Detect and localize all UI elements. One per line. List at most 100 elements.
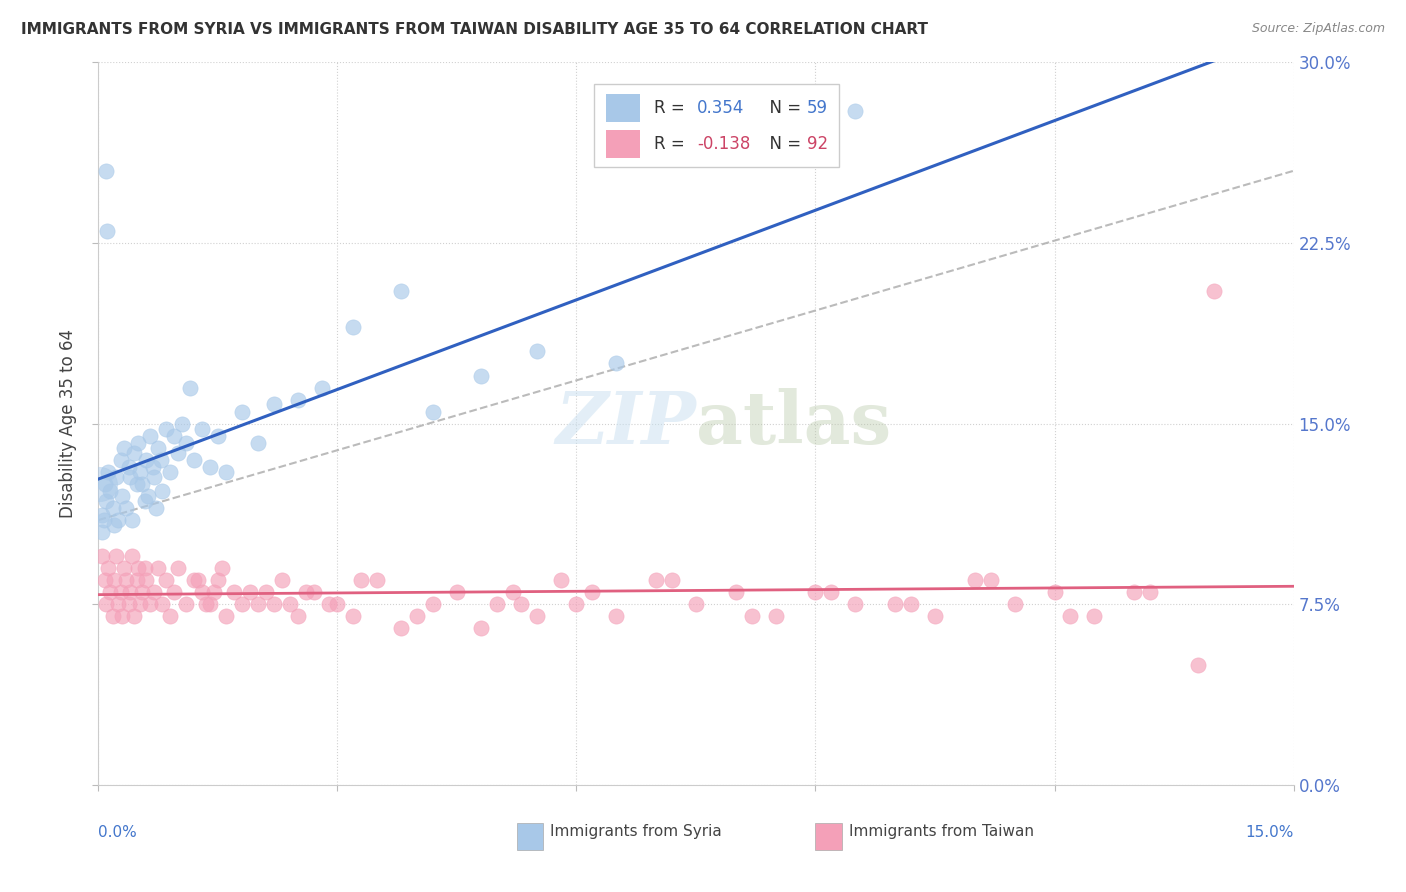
- Point: [118, 598, 141, 612]
- Point: [446, 585, 468, 599]
- Point: [89, 476, 111, 491]
- Point: [112, 441, 135, 455]
- Text: 92: 92: [807, 135, 828, 153]
- Text: Source: ZipAtlas.com: Source: ZipAtlas.com: [1251, 22, 1385, 36]
- Point: [318, 598, 340, 612]
- Point: [94, 573, 117, 587]
- Point: [222, 585, 245, 599]
- Point: [97, 465, 120, 479]
- Point: [103, 573, 125, 587]
- Point: [581, 585, 603, 599]
- Point: [125, 476, 148, 491]
- Point: [287, 609, 309, 624]
- Bar: [517, 822, 543, 850]
- Point: [263, 598, 285, 612]
- Point: [924, 609, 946, 624]
- Point: [350, 573, 373, 587]
- Point: [741, 609, 763, 624]
- Point: [195, 598, 218, 612]
- Point: [97, 561, 120, 575]
- Point: [125, 573, 148, 587]
- Point: [685, 598, 707, 612]
- Point: [155, 573, 177, 587]
- Text: Immigrants from Syria: Immigrants from Syria: [550, 824, 721, 839]
- Y-axis label: Disability Age 35 to 64: Disability Age 35 to 64: [59, 329, 77, 518]
- Text: IMMIGRANTS FROM SYRIA VS IMMIGRANTS FROM TAIWAN DISABILITY AGE 35 TO 64 CORRELAT: IMMIGRANTS FROM SYRIA VS IMMIGRANTS FROM…: [21, 22, 928, 37]
- Point: [509, 598, 531, 612]
- Text: atlas: atlas: [696, 388, 891, 459]
- Point: [134, 561, 156, 575]
- Point: [963, 573, 986, 587]
- Point: [96, 598, 118, 612]
- Point: [605, 356, 627, 371]
- Point: [110, 453, 132, 467]
- Point: [724, 585, 747, 599]
- Point: [1043, 585, 1066, 599]
- Point: [326, 598, 349, 612]
- Point: [112, 561, 135, 575]
- Point: [526, 609, 548, 624]
- Point: [120, 585, 142, 599]
- Point: [302, 585, 325, 599]
- Point: [110, 585, 132, 599]
- Point: [148, 441, 170, 455]
- Point: [804, 585, 827, 599]
- Point: [94, 164, 117, 178]
- Point: [311, 380, 333, 394]
- Point: [211, 561, 233, 575]
- Point: [342, 609, 364, 624]
- Point: [231, 405, 253, 419]
- Point: [150, 598, 173, 612]
- Point: [142, 460, 165, 475]
- Point: [1123, 585, 1146, 599]
- Point: [98, 484, 122, 499]
- Point: [389, 621, 412, 635]
- Point: [98, 585, 122, 599]
- Bar: [606, 95, 640, 121]
- Point: [246, 598, 269, 612]
- Point: [215, 465, 238, 479]
- Point: [163, 428, 186, 442]
- Point: [163, 585, 186, 599]
- Point: [191, 585, 214, 599]
- Point: [128, 598, 150, 612]
- Point: [565, 598, 588, 612]
- Point: [155, 421, 177, 435]
- Point: [104, 469, 127, 483]
- Point: [389, 284, 412, 298]
- Point: [485, 598, 508, 612]
- Point: [844, 103, 866, 118]
- Text: Immigrants from Taiwan: Immigrants from Taiwan: [849, 824, 1033, 839]
- Point: [239, 585, 262, 599]
- Point: [1004, 598, 1026, 612]
- Point: [118, 460, 141, 475]
- Bar: [815, 822, 842, 850]
- Point: [183, 573, 205, 587]
- Point: [131, 585, 153, 599]
- Point: [167, 445, 190, 459]
- Point: [406, 609, 429, 624]
- Point: [107, 598, 129, 612]
- Point: [143, 469, 166, 483]
- Point: [121, 549, 143, 564]
- Text: 15.0%: 15.0%: [1246, 825, 1294, 839]
- Text: N =: N =: [759, 99, 807, 117]
- Point: [107, 513, 129, 527]
- Text: R =: R =: [654, 99, 690, 117]
- Point: [174, 598, 197, 612]
- Point: [605, 609, 627, 624]
- Text: 59: 59: [807, 99, 828, 117]
- Point: [1059, 609, 1081, 624]
- Point: [765, 609, 787, 624]
- Point: [844, 598, 866, 612]
- Point: [207, 573, 229, 587]
- Point: [134, 493, 156, 508]
- Point: [150, 484, 173, 499]
- Text: R =: R =: [654, 135, 690, 153]
- Point: [502, 585, 524, 599]
- Point: [136, 489, 159, 503]
- Point: [94, 476, 117, 491]
- Text: ZIP: ZIP: [555, 388, 696, 459]
- Point: [263, 397, 285, 411]
- Point: [145, 501, 167, 516]
